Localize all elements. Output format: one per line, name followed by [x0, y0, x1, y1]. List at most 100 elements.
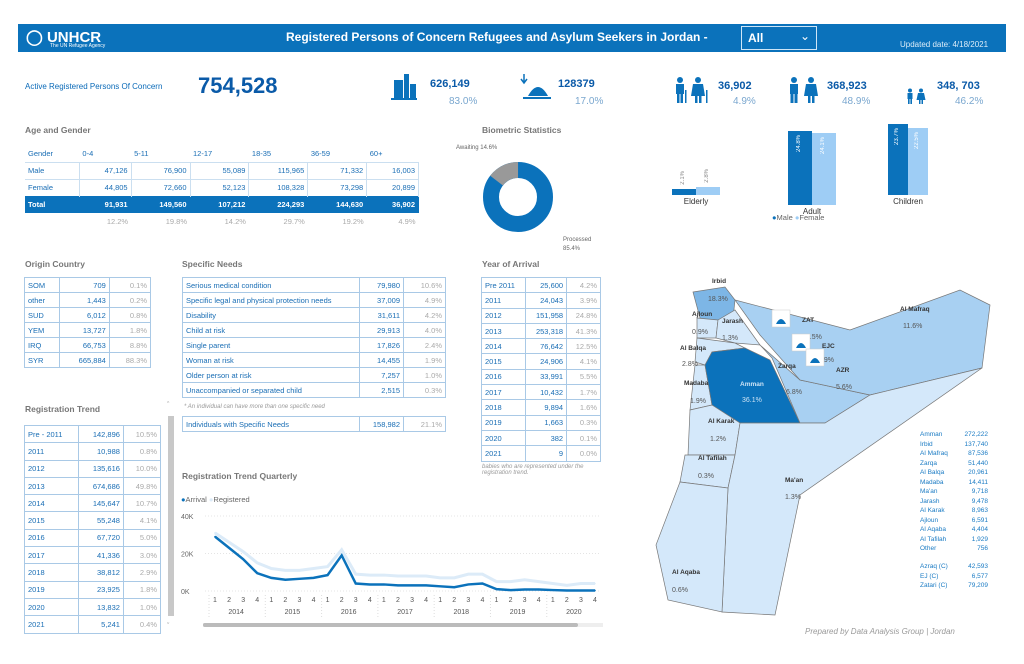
table-row: 2019 23,925 1.8%: [23, 580, 162, 599]
data-point-arrival: [298, 578, 301, 580]
table-row: 2021 9 0.0%: [480, 445, 601, 462]
governorate-value: 20,961: [968, 469, 988, 477]
column-header: 0-4: [82, 148, 94, 158]
legend-registered: Registered: [213, 495, 250, 504]
x-tick-year: 2014: [228, 609, 244, 616]
table-row: Disability 31,611 4.2%: [182, 307, 446, 323]
children-pct: 46.2%: [955, 96, 984, 107]
row-label: 2016: [23, 528, 80, 548]
data-point-registered: [523, 578, 526, 581]
jordan-governorate-map[interactable]: Irbid 18.3% Ajloun 0.9% Jarash 1.3% Al Balqa 2.…: [640, 270, 1020, 630]
data-point-registered: [580, 582, 582, 585]
row-value: 33,991: [525, 368, 568, 386]
row-value: 2,515: [359, 382, 404, 398]
row-label: Child at risk: [182, 322, 360, 338]
data-point-arrival: [242, 558, 244, 560]
row-value: 6,012: [59, 307, 110, 323]
row-label: 2011: [23, 442, 80, 461]
data-point-arrival: [551, 589, 554, 591]
list-item: Other 756: [918, 544, 990, 554]
governorate-name: EJ (C): [920, 572, 939, 580]
row-pct: 5.5%: [566, 368, 601, 386]
column-header: Gender: [28, 148, 54, 158]
cell: 76,900: [131, 161, 191, 179]
camp-tent-icon[interactable]: [805, 348, 825, 367]
scroll-down-icon[interactable]: ˇ: [167, 623, 170, 630]
governorate-name: Madaba: [920, 478, 944, 486]
cell: 52,123: [190, 178, 250, 196]
data-point-registered: [326, 565, 329, 568]
list-item: Amman 272,222: [918, 430, 990, 440]
legend-arrival: Arrival: [185, 495, 207, 504]
processed-pct: 85.4%: [563, 246, 581, 252]
row-pct: 0.1%: [108, 277, 152, 293]
camp-tent-icon[interactable]: [771, 309, 791, 328]
data-point-registered: [340, 548, 343, 551]
camp-tent-icon[interactable]: [791, 333, 811, 352]
cell: 115,965: [248, 161, 309, 179]
map-region-al-aqaba[interactable]: [655, 481, 729, 613]
table-row: 2020 13,832 1.0%: [23, 597, 162, 617]
reg-trend-title: Registration Trend: [25, 404, 101, 414]
row-label: 2014: [23, 494, 80, 513]
row-label: 2016: [480, 368, 527, 386]
list-item: Ajloun 6,591: [918, 516, 990, 526]
row-pct: 88.3%: [108, 352, 152, 368]
row-value: 23,925: [78, 580, 124, 599]
data-point-registered: [369, 574, 371, 576]
row-pct: 8.8%: [108, 337, 152, 353]
map-region-ma-an[interactable]: [721, 367, 983, 616]
active-persons-value: 754,528: [198, 73, 278, 98]
list-item: Zarqa 51,440: [918, 459, 990, 469]
series-line-arrival: [214, 535, 595, 592]
chart-scroll-thumb[interactable]: [203, 623, 578, 627]
row-label: 2019: [480, 414, 527, 431]
needs-total-row: Individuals with Specific Needs 158,982 21…: [182, 416, 446, 432]
data-point-arrival: [397, 584, 399, 587]
bar-data-label: 24.8%: [796, 134, 802, 152]
row-value: 10,988: [78, 442, 124, 461]
x-tick-quarter: 2: [452, 597, 456, 604]
data-point-registered: [284, 569, 287, 572]
bar-data-label: 2.1%: [680, 170, 686, 185]
elderly-couple-icon: [676, 77, 708, 103]
row-label: 2015: [480, 353, 527, 370]
cell: 71,332: [307, 161, 368, 179]
x-tick-quarter: 3: [523, 597, 527, 604]
x-tick-quarter: 2: [283, 597, 287, 604]
list-item: Al Karak 8,963: [918, 506, 990, 516]
camp-pct: 10.5%: [802, 334, 822, 341]
x-tick-quarter: 3: [297, 597, 301, 604]
governorate-value: 9,478: [971, 497, 988, 505]
x-tick-quarter: 1: [438, 597, 442, 604]
row-value: 38,812: [78, 563, 124, 582]
processed-label: Processed: [563, 237, 592, 243]
table-row: 2014 76,642 12.5%: [480, 338, 601, 355]
table-row: 2020 382 0.1%: [480, 429, 601, 447]
governorate-value: 87,536: [968, 450, 988, 458]
population-filter-dropdown[interactable]: All ⌄: [741, 26, 817, 50]
map-region-pct: 0.9%: [692, 329, 708, 336]
row-label: 2013: [23, 476, 80, 496]
scroll-up-icon[interactable]: ˆ: [167, 402, 170, 409]
age-gender-table: Gender 0-4 5-11 12-17 18-35 36-59 60+ Male 47,12…: [25, 145, 419, 230]
x-tick-year: 2017: [397, 609, 413, 616]
row-value: 135,616: [78, 459, 124, 478]
data-point-arrival: [228, 547, 230, 549]
cell: 16,003: [366, 161, 419, 179]
data-point-registered: [312, 567, 315, 570]
cell: 224,293: [248, 195, 309, 213]
map-region-pct: 1.3%: [785, 494, 801, 501]
row-pct: 4.1%: [566, 353, 601, 370]
biometric-title: Biometric Statistics: [482, 125, 562, 135]
children-icon: [907, 88, 926, 104]
scroll-thumb[interactable]: [168, 416, 174, 616]
map-region-jarash[interactable]: [715, 309, 761, 346]
table-row: Unaccompanied or separated child 2,515 0.3…: [182, 382, 446, 398]
row-pct: 0.1%: [566, 429, 601, 447]
table-row: Male 47,126 76,900 55,089 115,965 71,332 16,00…: [25, 161, 419, 179]
column-header: 18-35: [251, 148, 272, 158]
reg-trend-scrollbar[interactable]: ˆ ˇ: [167, 402, 175, 630]
x-tick-year: 2018: [454, 609, 470, 616]
row-label: 2019: [23, 580, 80, 599]
